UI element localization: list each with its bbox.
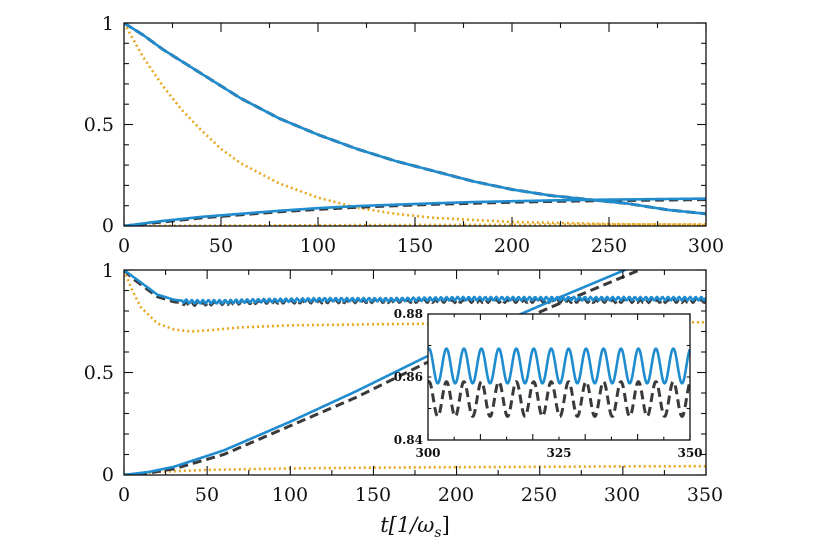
bottom-y-tick-label: 0.5	[84, 362, 114, 384]
bottom-y-tick-label: 0	[102, 464, 114, 486]
inset-x-tick-label: 350	[677, 446, 702, 460]
bottom-x-tick-label: 50	[195, 484, 219, 506]
bottom-panel: 1 0.5 0 0 50 100 150 200 250 300 350 t[1…	[84, 260, 723, 541]
top-y-tick-label: 0	[102, 215, 114, 237]
top-panel: 1 0.5 0 0 50 100 150 200 250 300	[84, 13, 724, 257]
bottom-plot-frame	[123, 269, 707, 476]
top-series-group	[124, 23, 706, 226]
inset-y-tick-label: 0.86	[394, 370, 423, 384]
bottom-y-tick-labels: 1 0.5 0	[84, 260, 114, 486]
top-x-tick-label: 50	[209, 235, 233, 257]
bottom-series-line	[124, 270, 641, 475]
top-y-tick-label: 1	[102, 13, 114, 35]
top-series-line	[124, 23, 706, 216]
inset-x-tick-label: 300	[415, 446, 440, 460]
inset-x-tick-label: 325	[546, 446, 571, 460]
bottom-series-line	[124, 270, 629, 475]
bottom-x-tick-label: 150	[355, 484, 391, 506]
top-y-tick-labels: 1 0.5 0	[84, 13, 114, 237]
top-x-tick-label: 150	[397, 235, 433, 257]
x-axis-title-subscript: s	[434, 525, 441, 541]
inset-background	[428, 314, 690, 440]
inset-plot-frame	[427, 313, 691, 441]
inset-y-tick-label: 0.88	[394, 307, 423, 321]
top-series-line	[124, 23, 706, 226]
top-x-tick-label: 250	[591, 235, 627, 257]
inset-y-tick-label: 0.84	[394, 433, 423, 447]
inset-y-tick-labels: 0.88 0.86 0.84	[394, 307, 423, 447]
top-x-tick-label: 300	[688, 235, 724, 257]
top-y-tick-label: 0.5	[84, 114, 114, 136]
bottom-series-line	[124, 270, 706, 306]
top-x-tick-label: 0	[118, 235, 130, 257]
bottom-y-tick-label: 1	[102, 260, 114, 282]
top-x-tick-labels: 0 50 100 150 200 250 300	[118, 235, 724, 257]
inset-x-tick-labels: 300 325 350	[415, 446, 702, 460]
top-x-tick-label: 200	[494, 235, 530, 257]
bottom-x-tick-labels: 0 50 100 150 200 250 300 350	[118, 484, 723, 506]
bottom-x-tick-label: 100	[272, 484, 308, 506]
x-axis-title: t[1/ωs]	[380, 513, 450, 541]
inset-series-line	[428, 347, 690, 385]
top-series-line	[124, 23, 706, 216]
x-axis-title-main: t[1/ω	[380, 513, 434, 537]
bottom-series-group	[124, 270, 706, 475]
inset-panel: 0.88 0.86 0.84 300 325 350	[394, 307, 703, 460]
bottom-x-tick-label: 200	[438, 484, 474, 506]
bottom-x-tick-label: 300	[604, 484, 640, 506]
top-ticks-group	[123, 22, 707, 227]
x-axis-title-close: ]	[442, 513, 450, 537]
top-x-tick-label: 100	[300, 235, 336, 257]
bottom-x-tick-label: 0	[118, 484, 130, 506]
bottom-x-tick-label: 250	[521, 484, 557, 506]
inset-series-group	[428, 347, 690, 418]
top-series-line	[124, 197, 706, 226]
top-plot-frame	[123, 22, 707, 227]
bottom-series-line	[124, 464, 706, 475]
bottom-x-tick-label: 350	[687, 484, 723, 506]
